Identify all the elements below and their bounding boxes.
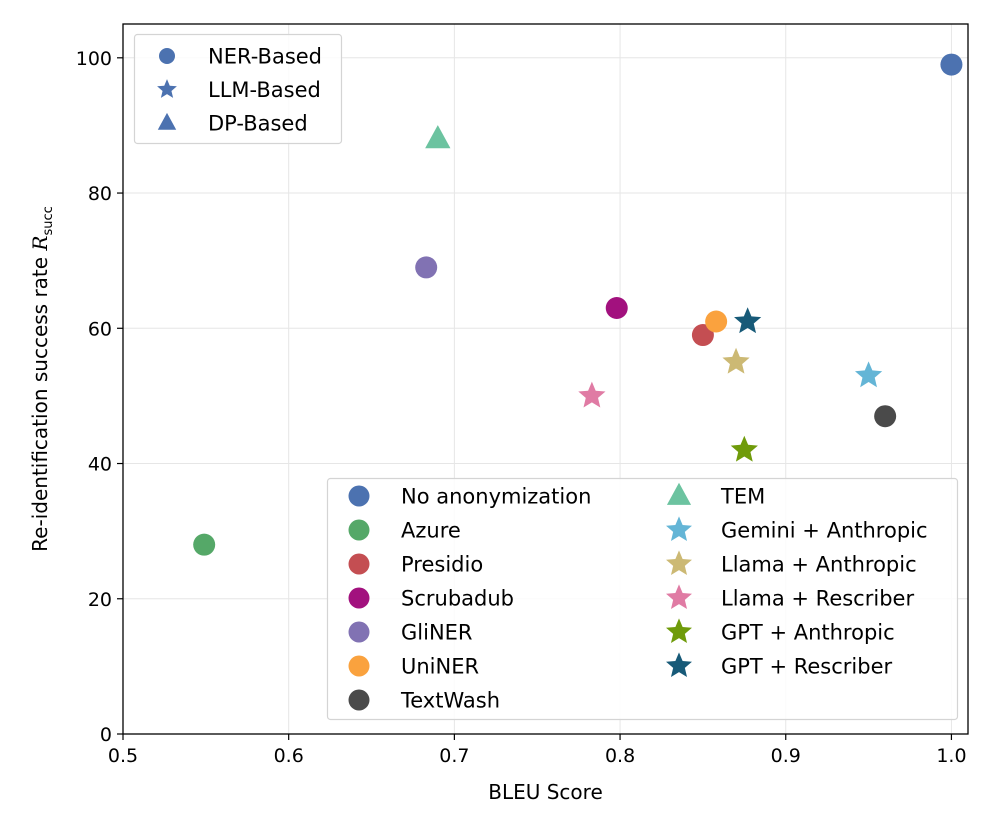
legend-marker-llama-anthropic [666,550,692,576]
x-tick-label: 0.7 [439,745,469,767]
x-tick-label: 0.5 [108,745,138,767]
legend-label-gemini-anthropic: Gemini + Anthropic [721,519,928,543]
legend-marker-tem [666,482,692,505]
y-axis-label-text: Re-identification success rate [28,251,52,552]
type-legend-marker-dp-based [157,112,177,130]
legend-marker-gliner [348,621,370,643]
y-axis-label-subscript: succ [41,206,56,235]
y-axis-label-math: R [28,236,52,252]
y-tick-label: 60 [88,318,112,340]
legend-label-presidio: Presidio [401,553,483,577]
x-axis-label: BLEU Score [488,780,603,804]
point-tem [425,125,451,149]
legend-label-azure: Azure [401,519,461,543]
x-tick-label: 1.0 [936,745,966,767]
y-axis-label: Re-identification success rate Rsucc [28,206,56,552]
plot-frame [122,23,969,735]
point-azure [193,533,216,556]
y-tick-label: 0 [100,724,112,746]
legend-label-gpt-anthropic: GPT + Anthropic [721,621,895,645]
x-tick-label: 0.9 [771,745,801,767]
data-points [193,53,963,556]
legend-label-no-anonymization: No anonymization [401,485,591,509]
type-legend-label-ner-based: NER-Based [208,45,322,69]
legend-label-gpt-rescriber: GPT + Rescriber [721,655,892,679]
x-tick-label: 0.6 [274,745,304,767]
point-no-anonymization [940,53,963,76]
method-legend-box [326,477,959,721]
legend-marker-gpt-anthropic [666,618,692,644]
point-presidio [691,324,714,347]
legend-marker-uniner [348,655,370,677]
type-legend: NER-Based LLM-Based DP-Based [133,33,343,145]
y-tick-label: 40 [88,454,112,476]
method-legend: No anonymization Azure Presidio Scrubadub Gl… [326,477,959,721]
legend-label-llama-rescriber: Llama + Rescriber [721,587,914,611]
type-legend-marker-ner-based [159,48,175,64]
axis-ticks: 0.5 0.6 0.7 0.8 0.9 1.0 0 20 40 60 80 100 [76,48,967,767]
legend-marker-gemini-anthropic [666,516,692,542]
point-gpt-anthropic [730,435,758,462]
point-gliner [415,256,438,279]
x-tick-label: 0.8 [605,745,635,767]
type-legend-label-llm-based: LLM-Based [208,78,321,102]
type-legend-box [133,33,343,145]
legend-marker-scrubadub [348,587,370,609]
legend-label-tem: TEM [720,485,765,509]
legend-label-llama-anthropic: Llama + Anthropic [721,553,917,577]
point-llama-anthropic [722,347,750,374]
legend-marker-textwash [348,689,370,711]
point-scrubadub [605,297,628,319]
point-gemini-anthropic [854,361,883,388]
type-legend-label-dp-based: DP-Based [208,112,308,136]
y-tick-label: 20 [88,589,112,611]
y-tick-label: 100 [76,48,112,70]
legend-label-uniner: UniNER [401,655,479,679]
y-axis-label-group: Re-identification success rate Rsucc [28,206,56,552]
legend-marker-presidio [348,553,370,575]
y-tick-label: 80 [88,183,112,205]
type-legend-marker-llm-based [157,79,177,98]
legend-label-textwash: TextWash [400,689,500,713]
point-gpt-rescriber [734,307,762,334]
legend-label-gliner: GliNER [401,621,473,645]
legend-marker-no-anonymization [348,485,370,507]
legend-marker-azure [348,519,370,541]
point-textwash [874,405,897,428]
legend-label-scrubadub: Scrubadub [401,587,514,611]
point-llama-rescriber [578,381,606,408]
point-uniner [705,310,728,333]
legend-marker-llama-rescriber [666,584,692,610]
legend-marker-gpt-rescriber [666,652,692,678]
